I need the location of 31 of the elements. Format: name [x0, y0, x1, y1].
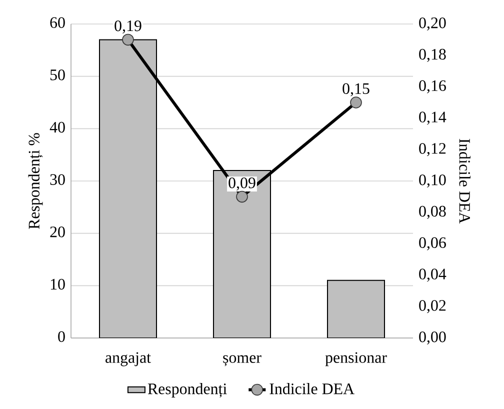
bar [327, 280, 386, 338]
y-tick-label: 40 [50, 122, 65, 133]
y-tick-label: 20 [50, 226, 65, 238]
y2-tick-label: 0,08 [419, 206, 446, 219]
data-label: 0,09 [228, 177, 256, 190]
y2-tick-label: 0,10 [419, 174, 446, 188]
x-tick-label: șomer [223, 355, 262, 366]
y2-tick-label: 0,00 [419, 331, 446, 345]
y2-tick-label: 0,16 [419, 80, 446, 94]
y-tick-label: 30 [50, 174, 65, 185]
y2-tick-label: 0,04 [419, 268, 446, 282]
y2-tick-label: 0,18 [419, 48, 446, 62]
y2-tick-label: 0,06 [419, 237, 446, 250]
y2-axis-title: Indicile DEA [459, 138, 470, 224]
y-tick-label: 10 [50, 278, 65, 290]
y-axis-title: Respondenți % [28, 133, 43, 230]
legend-label: Respondenți [148, 383, 227, 398]
y-tick-label: 0 [58, 331, 65, 342]
y-tick-label: 50 [50, 70, 65, 80]
y2-tick-label: 0,02 [419, 300, 446, 314]
data-label: 0,15 [342, 83, 370, 96]
bar [213, 170, 272, 338]
y-tick-label: 60 [50, 17, 65, 28]
x-tick-label: angajat [106, 352, 151, 366]
data-label: 0,19 [114, 20, 142, 34]
y2-tick-label: 0,14 [419, 112, 446, 125]
x-tick-label: pensionar [325, 352, 387, 366]
bar [99, 39, 157, 338]
y2-tick-label: 0,12 [419, 143, 446, 156]
y2-tick-label: 0,20 [419, 17, 446, 31]
legend-label: Indicile DEA [270, 383, 354, 394]
